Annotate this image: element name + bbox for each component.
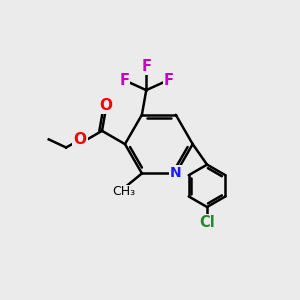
Text: N: N — [170, 167, 182, 180]
Text: F: F — [141, 59, 151, 74]
Text: F: F — [119, 73, 129, 88]
Text: O: O — [74, 132, 87, 147]
Text: F: F — [163, 73, 173, 88]
Text: O: O — [99, 98, 112, 113]
Text: CH₃: CH₃ — [113, 185, 136, 199]
Text: Cl: Cl — [200, 215, 215, 230]
